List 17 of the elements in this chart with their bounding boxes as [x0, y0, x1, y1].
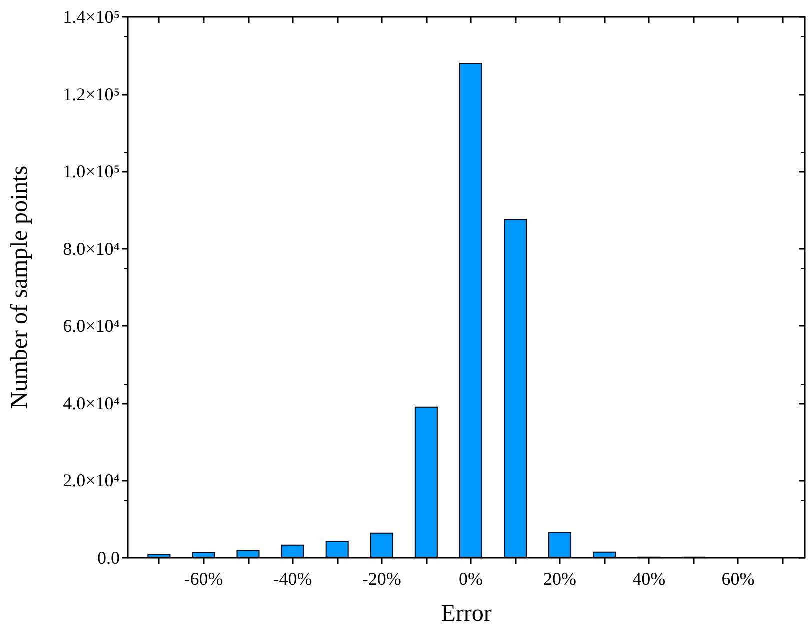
y-tick-label: 1.0×10⁵: [63, 162, 120, 182]
y-tick-label: 8.0×10⁴: [63, 238, 120, 259]
x-tick-label: 60%: [722, 569, 755, 589]
x-tick-label: 20%: [544, 569, 577, 589]
y-tick-label: 2.0×10⁴: [63, 470, 120, 491]
y-tick-label: 1.4×10⁵: [63, 7, 120, 27]
y-tick-label: 6.0×10⁴: [63, 316, 120, 336]
x-tick-label: -40%: [273, 569, 312, 589]
y-tick-label: 0.0: [98, 548, 120, 568]
x-tick-label: 0%: [458, 569, 483, 589]
x-axis-title: Error: [441, 601, 492, 627]
y-axis-title: Number of sample points: [7, 166, 33, 410]
x-tick-label: -20%: [362, 569, 402, 589]
x-tick-label: -60%: [184, 569, 224, 589]
x-tick-label: 40%: [632, 569, 666, 589]
y-tick-label: 1.2×10⁵: [63, 84, 120, 104]
y-tick-label: 4.0×10⁴: [63, 393, 120, 414]
